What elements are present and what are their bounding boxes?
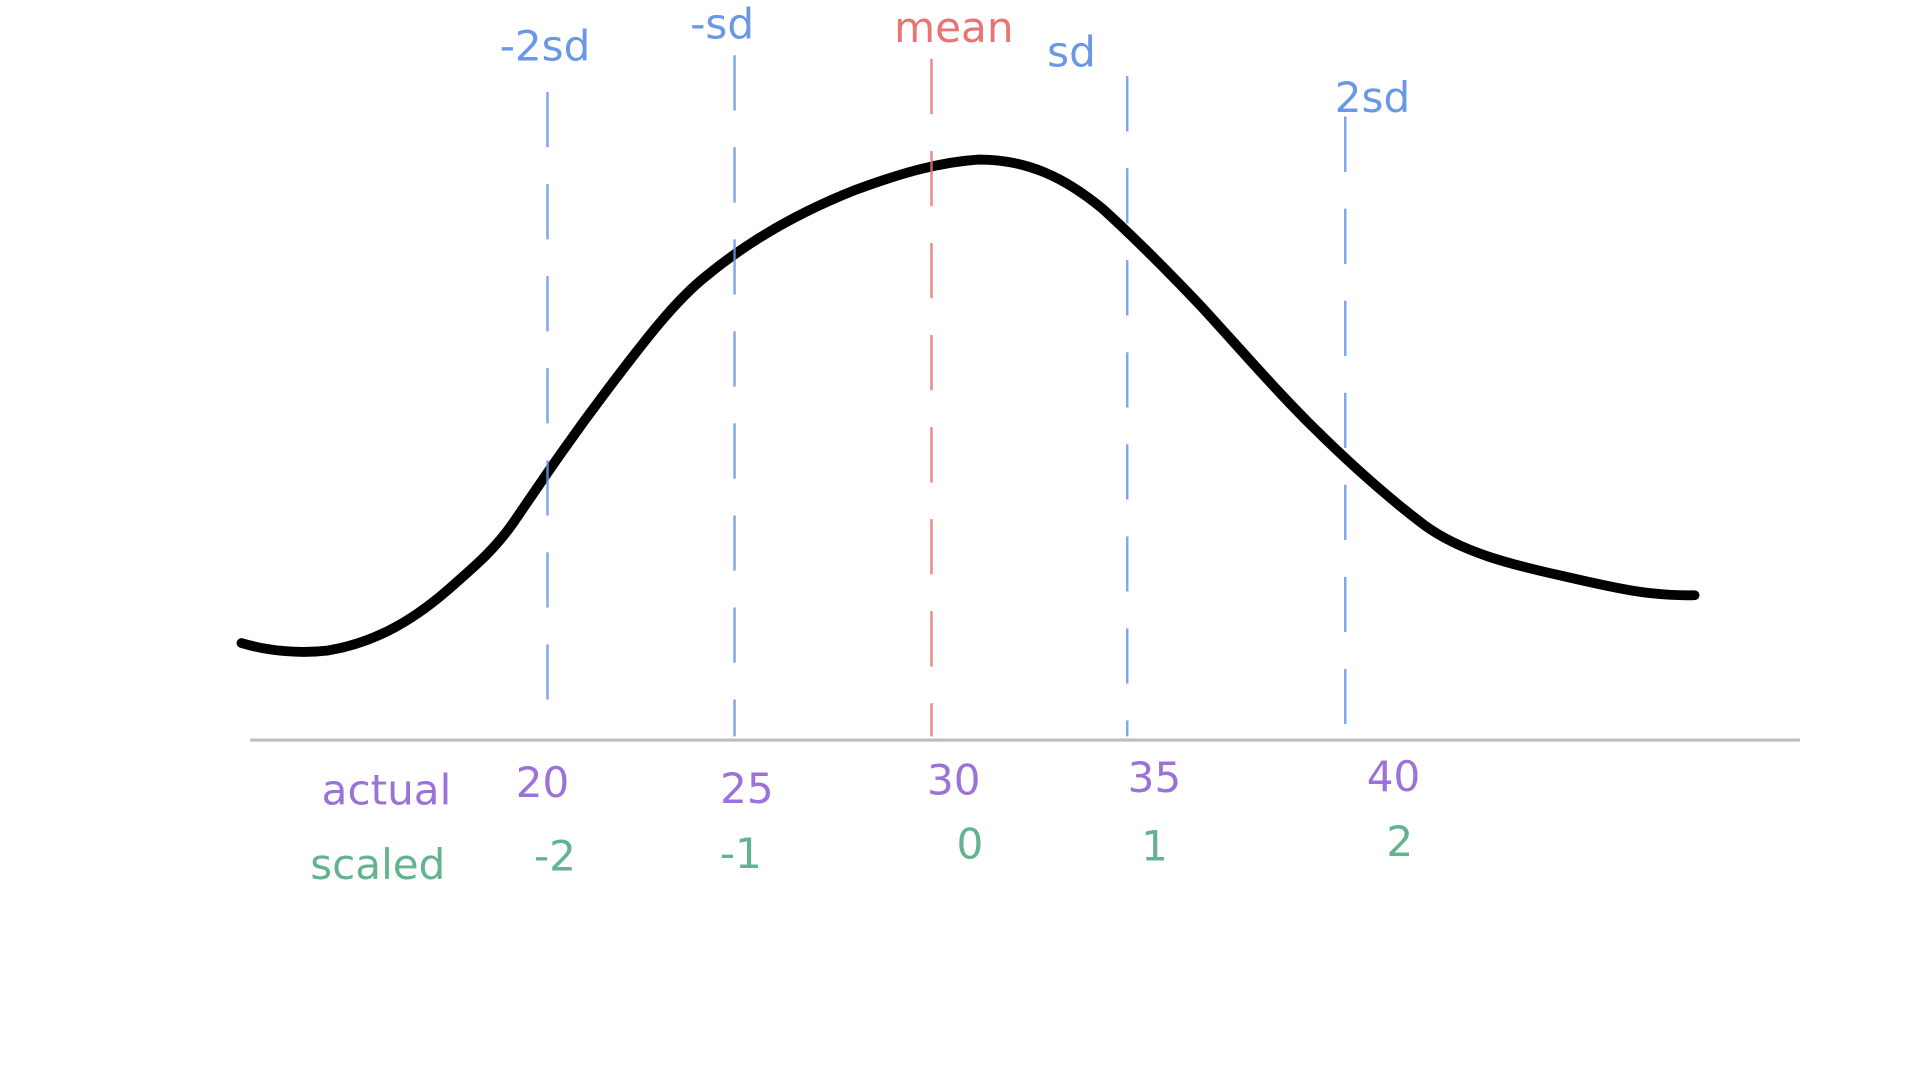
row-value: 40: [1367, 752, 1421, 801]
row-value: 1: [1141, 822, 1168, 871]
sd-label: mean: [894, 3, 1013, 52]
bell-curve: [236, 154, 1700, 657]
row-value: 25: [720, 764, 774, 813]
row-value: -2: [534, 832, 576, 881]
sd-label: 2sd: [1335, 73, 1410, 122]
row-value: 2: [1386, 817, 1413, 866]
sd-label: -2sd: [500, 22, 591, 71]
row-label: actual: [322, 765, 452, 814]
row-value: 30: [927, 756, 981, 805]
row-value: 20: [516, 758, 570, 807]
row-value: 35: [1128, 753, 1182, 802]
sd-label: sd: [1047, 28, 1096, 77]
row-value: -1: [720, 829, 762, 878]
row-value: 0: [957, 819, 984, 868]
row-label: scaled: [310, 840, 445, 889]
sd-label: -sd: [690, 0, 754, 48]
